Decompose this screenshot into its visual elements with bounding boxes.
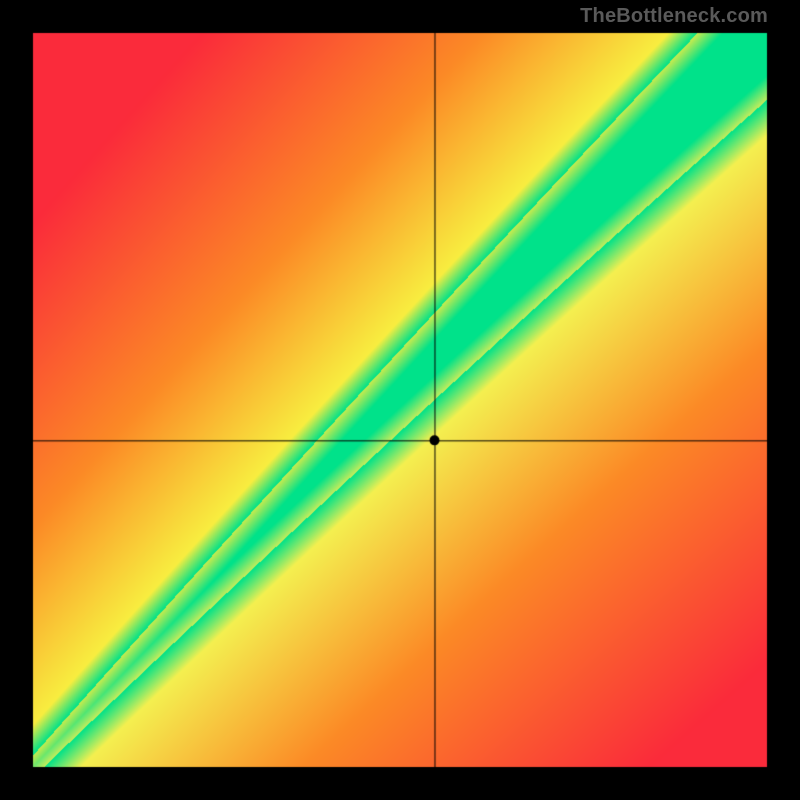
watermark-text: TheBottleneck.com	[580, 5, 768, 28]
bottleneck-heatmap	[0, 0, 800, 800]
